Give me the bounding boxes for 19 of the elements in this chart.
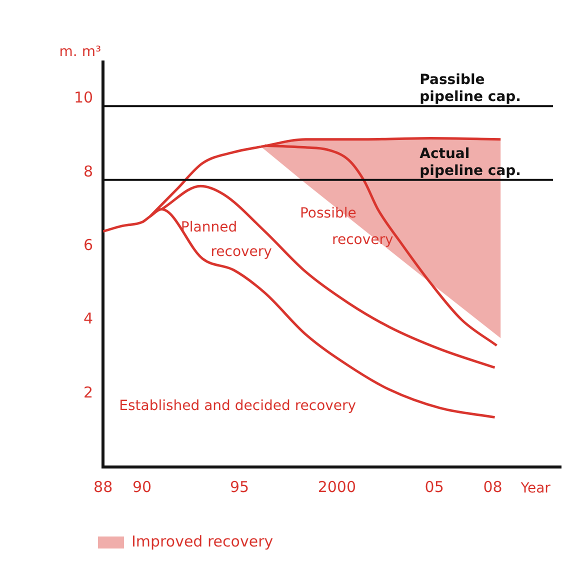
series-label: Established and decided recovery xyxy=(119,398,356,414)
y-axis-title: m. m³ xyxy=(59,44,102,60)
x-tick-label: 2000 xyxy=(318,478,356,496)
ref-line-label: Passible pipeline cap. xyxy=(420,72,522,106)
x-tick-label: 95 xyxy=(230,478,250,496)
y-tick-label: 4 xyxy=(84,310,94,328)
y-tick-label: 8 xyxy=(84,162,94,180)
ref-line-label: Actual pipeline cap. xyxy=(420,146,522,179)
legend-label: Improved recovery xyxy=(132,532,274,550)
x-tick-label: 90 xyxy=(132,478,152,496)
y-tick-label: 10 xyxy=(74,88,94,107)
y-tick-label: 6 xyxy=(84,236,94,254)
series-label: Planned recovery xyxy=(180,220,272,260)
x-tick-label: 05 xyxy=(424,478,444,496)
series-label: Possible recovery xyxy=(300,206,394,248)
x-tick-label: 88 xyxy=(94,478,113,496)
x-tick-label: 08 xyxy=(483,478,502,496)
x-axis-title: Year xyxy=(520,480,551,497)
y-tick-label: 2 xyxy=(84,383,94,402)
